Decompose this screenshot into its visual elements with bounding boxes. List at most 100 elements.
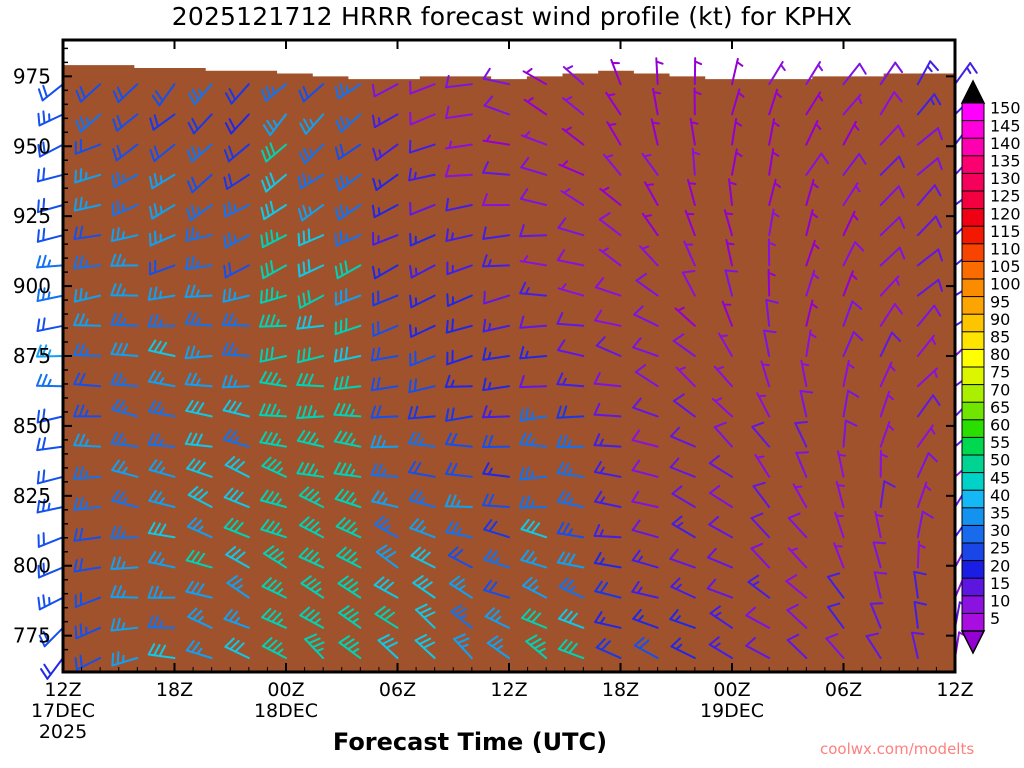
wind-barb [681, 270, 696, 297]
barb-staff [117, 83, 139, 104]
barb-staff [483, 104, 510, 116]
barb-staff [594, 500, 622, 509]
y-tick-label: 900 [13, 274, 51, 298]
barb-full-flag [115, 585, 123, 599]
barb-full-flag [524, 432, 532, 446]
wind-barb [444, 462, 473, 478]
barb-staff [409, 527, 436, 539]
wind-barb [335, 517, 362, 539]
barb-full-flag [302, 230, 306, 245]
wind-barb [913, 601, 928, 629]
wind-barb [523, 97, 548, 116]
barb-full-flag [153, 585, 159, 599]
barb-staff [842, 331, 855, 357]
wind-barb [415, 603, 436, 629]
barb-staff [633, 313, 659, 327]
colorbar-swatch [961, 155, 985, 175]
barb-half-flag [779, 63, 786, 72]
barb-full-flag [36, 168, 40, 183]
barb-full-flag [413, 405, 419, 420]
wind-barb [768, 60, 786, 86]
barb-full-flag [148, 489, 157, 502]
barb-full-flag [224, 456, 236, 467]
wind-barb [409, 111, 436, 126]
barb-full-flag [933, 304, 942, 317]
barb-full-flag [110, 618, 116, 632]
wind-barb [598, 212, 622, 237]
barb-full-flag [450, 407, 455, 421]
barb-staff [36, 355, 64, 358]
colorbar-tick-label: 150 [990, 99, 1021, 118]
barb-half-flag [530, 471, 535, 480]
barb-staff [36, 506, 64, 514]
barb-full-flag [221, 313, 229, 326]
barb-full-flag [873, 571, 888, 575]
barb-half-flag [599, 529, 604, 538]
barb-full-flag [196, 402, 205, 415]
barb-full-flag [302, 172, 307, 187]
barb-full-flag [298, 89, 305, 103]
barb-full-flag [450, 494, 457, 508]
barb-staff [446, 355, 473, 366]
barb-full-flag [153, 172, 158, 187]
wind-barb [556, 461, 585, 478]
barb-full-flag [713, 421, 727, 429]
barb-full-flag [154, 90, 164, 102]
barb-full-flag [192, 609, 203, 621]
barb-full-flag [344, 463, 352, 476]
wind-barb [631, 459, 659, 478]
wind-barb [916, 452, 938, 478]
barb-full-flag [671, 485, 683, 495]
barb-full-flag [370, 347, 375, 362]
wind-barb [184, 432, 213, 448]
barb-staff [337, 582, 362, 599]
barb-half-flag [84, 409, 89, 418]
wind-barb [445, 228, 473, 242]
barb-staff [842, 300, 854, 327]
wind-barb [709, 484, 733, 509]
barb-full-flag [270, 260, 274, 274]
barb-full-flag [482, 405, 488, 419]
barb-full-flag [78, 225, 84, 240]
barb-full-flag [230, 578, 243, 588]
wind-barb [787, 512, 808, 539]
barb-full-flag [111, 652, 115, 667]
barb-half-flag [121, 530, 126, 539]
barb-half-flag [771, 151, 780, 157]
barb-half-flag [887, 393, 894, 401]
barb-half-flag [487, 409, 492, 419]
wind-barb [805, 208, 819, 237]
barb-full-flag [110, 228, 115, 242]
barb-staff [110, 626, 139, 632]
barb-half-flag [158, 590, 163, 599]
barb-full-flag [921, 510, 934, 519]
barb-half-flag [692, 151, 701, 156]
barb-full-flag [148, 339, 157, 352]
barb-half-flag [456, 527, 462, 536]
barb-full-flag [562, 552, 571, 565]
wind-barb [916, 304, 942, 327]
wind-barb [562, 65, 585, 86]
barb-full-flag [303, 488, 315, 499]
barb-full-flag [594, 611, 603, 624]
barb-full-flag [599, 581, 609, 594]
barb-full-flag [339, 116, 347, 130]
wind-barb [334, 230, 362, 247]
wind-barb [444, 164, 473, 178]
wind-barb [335, 173, 362, 192]
wind-barb [602, 153, 622, 176]
barb-full-flag [521, 608, 531, 620]
wind-barb [224, 456, 250, 478]
barb-half-flag [349, 468, 356, 477]
barb-staff [446, 294, 473, 307]
barb-full-flag [302, 118, 311, 131]
wind-barb [299, 516, 325, 539]
barb-half-flag [197, 88, 203, 97]
barb-staff [334, 294, 362, 306]
barb-half-flag [815, 123, 822, 130]
barb-full-flag [259, 314, 265, 328]
barb-full-flag [73, 343, 80, 357]
wind-barb [826, 572, 845, 599]
wind-barb [74, 592, 102, 608]
